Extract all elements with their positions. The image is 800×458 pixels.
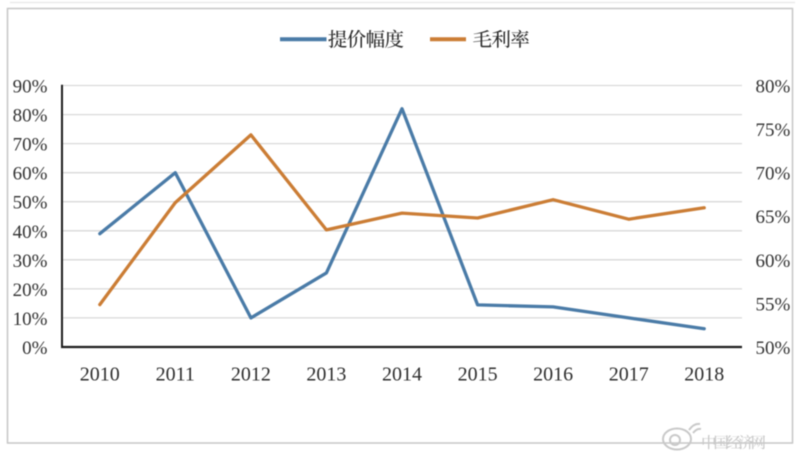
svg-text:2011: 2011	[156, 364, 195, 386]
svg-text:2016: 2016	[533, 364, 573, 386]
svg-text:65%: 65%	[756, 207, 791, 228]
svg-text:20%: 20%	[13, 280, 48, 301]
svg-text:10%: 10%	[13, 309, 48, 330]
svg-text:2013: 2013	[306, 364, 346, 386]
svg-text:2012: 2012	[231, 364, 271, 386]
svg-text:50%: 50%	[13, 193, 48, 214]
svg-text:2015: 2015	[458, 364, 498, 386]
svg-text:30%: 30%	[13, 251, 48, 272]
svg-text:55%: 55%	[756, 294, 791, 315]
svg-text:2014: 2014	[382, 364, 422, 386]
svg-text:40%: 40%	[13, 222, 48, 243]
svg-text:70%: 70%	[13, 135, 48, 156]
svg-text:90%: 90%	[13, 77, 48, 98]
svg-text:50%: 50%	[756, 338, 791, 359]
svg-text:0%: 0%	[22, 338, 48, 359]
svg-text:60%: 60%	[13, 164, 48, 185]
svg-text:2010: 2010	[80, 364, 120, 386]
svg-text:70%: 70%	[756, 164, 791, 185]
svg-text:75%: 75%	[756, 120, 791, 141]
svg-text:2017: 2017	[609, 364, 649, 386]
svg-text:2018: 2018	[684, 364, 724, 386]
svg-text:80%: 80%	[756, 77, 791, 98]
svg-text:80%: 80%	[13, 106, 48, 127]
svg-text:60%: 60%	[756, 251, 791, 272]
